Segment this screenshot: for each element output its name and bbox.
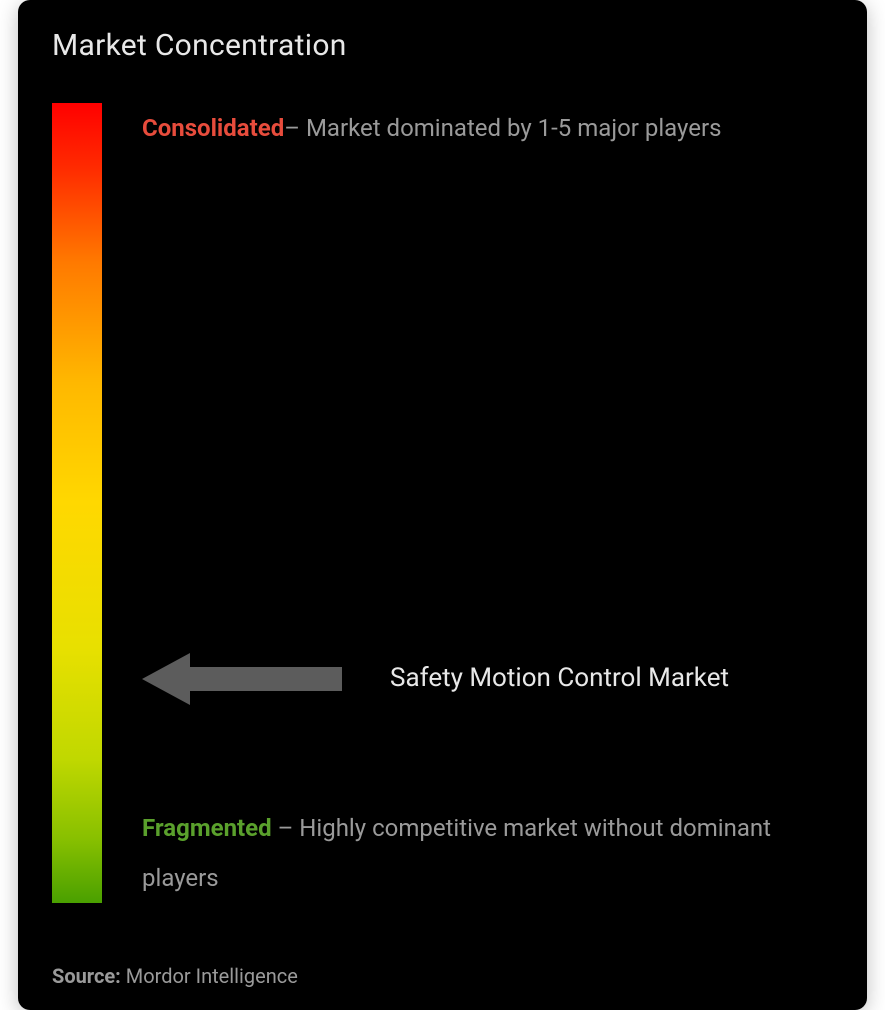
consolidated-rest: – Market dominated by 1-5 major players xyxy=(284,114,721,142)
infographic-card: Market Concentration Consolidated– Marke… xyxy=(18,0,867,1010)
arrow-polygon xyxy=(142,653,342,705)
content-row: Consolidated– Market dominated by 1-5 ma… xyxy=(52,103,833,913)
marker-block: Safety Motion Control Market xyxy=(142,649,729,709)
source-line: Source: Mordor Intelligence xyxy=(52,964,298,988)
consolidated-keyword: Consolidated xyxy=(142,114,284,142)
consolidated-label: Consolidated– Market dominated by 1-5 ma… xyxy=(142,103,813,153)
source-label: Source: xyxy=(52,964,121,988)
chart-title: Market Concentration xyxy=(52,28,833,63)
fragmented-keyword: Fragmented xyxy=(142,814,272,842)
market-name-label: Safety Motion Control Market xyxy=(390,660,729,698)
labels-column: Consolidated– Market dominated by 1-5 ma… xyxy=(142,103,833,913)
fragmented-label: Fragmented – Highly competitive market w… xyxy=(142,803,813,904)
source-value: Mordor Intelligence xyxy=(121,964,298,988)
arrow-left-icon xyxy=(142,649,342,709)
concentration-gradient-bar xyxy=(52,103,102,903)
